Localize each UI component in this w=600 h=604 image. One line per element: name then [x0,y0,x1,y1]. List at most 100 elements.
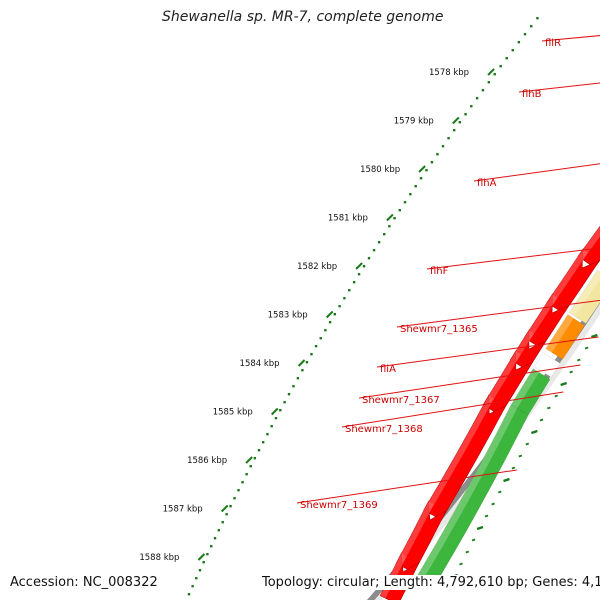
ruler-dot [403,201,407,204]
ruler-dot [210,545,213,548]
ruler-dot [458,121,462,124]
ruler-dot [296,377,300,380]
ruler-label: 1586 kbp [187,456,227,466]
inner-tick [584,346,589,350]
ruler-dot [233,497,236,500]
ruler-dot [338,305,341,308]
ruler-dot [217,529,221,532]
leader-line [376,336,599,368]
ruler-dot [229,505,232,508]
genome-summary: Topology: circular; Length: 4,792,610 bp… [260,575,600,590]
ruler-dot [523,33,527,36]
ruler-label: 1585 kbp [213,408,253,418]
ruler-dot [452,129,456,132]
ruler-label: 1580 kbp [360,165,400,175]
ruler-dot [475,97,479,100]
gene-label: Shewmr7_1369 [300,500,378,511]
forward-strand-track [379,225,600,604]
ruler-dot [419,177,423,180]
ruler-dot [225,513,228,516]
ruler-dot [221,521,224,524]
gene-label: fliA [380,364,396,375]
inner-tick [560,381,568,387]
ruler-dot [487,81,491,84]
ruler-label: 1579 kbp [394,117,434,127]
inner-tick [459,562,463,566]
ruler-dot [333,313,337,316]
ruler-label: 1581 kbp [328,214,368,224]
inner-tick [539,418,544,422]
inner-tick [511,466,516,470]
map-title: Shewanella sp. MR-7, complete genome [162,9,444,25]
ruler-dot [398,209,401,212]
reverse-gene-Shewmr7_1365 [568,269,600,324]
ruler-dot [352,281,356,284]
ruler-dot [270,425,273,428]
ruler-dot [372,249,376,252]
ruler-dot [241,481,244,484]
forward-gene-highlight [423,395,494,514]
gene-label: fliR [545,38,561,49]
ruler-dot [287,393,291,396]
ruler-dot [414,185,417,188]
ruler-dot [266,433,269,436]
reverse-strand-track [414,266,600,590]
ruler-dot [362,265,366,268]
ruler-dot [493,73,496,76]
accession-label: Accession: NC_008322 [8,575,160,590]
ruler-dot [393,217,396,220]
ruler-dot [213,537,217,540]
ruler-dot [436,153,439,156]
reverse-gene-highlight [414,404,518,584]
ruler-dot [305,361,309,364]
ruler-dot [274,417,278,420]
ruler-tick [325,310,334,319]
forward-gene-arrow [546,248,600,314]
gene-label: Shewmr7_1365 [400,324,478,335]
ruler-dot [511,49,514,52]
ruler-dot [249,465,252,468]
ruler-label: 1587 kbp [163,505,203,515]
inner-tick [497,490,502,494]
ruler-dot [536,17,539,20]
ruler-dot [328,321,332,324]
ruler-dot [447,137,450,140]
ruler-label: 1584 kbp [240,359,280,369]
ruler-dot [464,113,467,116]
ruler-labels: 1578 kbp 1579 kbp 1580 kbp 1581 kbp 1582 kbp… [139,68,495,563]
ruler-dot [301,369,304,372]
inner-tick [591,333,598,339]
ruler-dot [279,409,282,412]
gene-label: Shewmr7_1368 [345,424,423,435]
ruler-dot [195,577,198,580]
ruler-dot [383,233,386,236]
ruler-dots [187,17,539,596]
forward-gene-highlight [396,501,434,567]
ruler-dot [409,193,412,196]
inner-tick [525,442,530,446]
ruler-dot [377,241,381,244]
ruler-dot [253,457,257,460]
ruler-tick [197,553,206,561]
ruler-dot [470,105,473,108]
ruler-dot [517,41,521,44]
leader-line [473,163,600,182]
inner-tick [531,429,538,435]
inner-tick [465,550,470,554]
ruler-dot [348,289,351,292]
leader-line [296,469,517,504]
ruler-dot [505,57,508,60]
inner-tick [577,358,581,362]
forward-gene-arrow [523,293,570,349]
ruler-dot [441,145,445,148]
ruler-dot [430,161,434,164]
ruler-tick [355,262,363,270]
ruler-dot [283,401,286,404]
ruler-dot [425,169,428,172]
inner-tick [476,525,484,531]
ruler-dot [314,345,318,348]
leader-line [358,364,581,399]
inner-tick [503,477,510,483]
ruler-dot [357,273,361,276]
